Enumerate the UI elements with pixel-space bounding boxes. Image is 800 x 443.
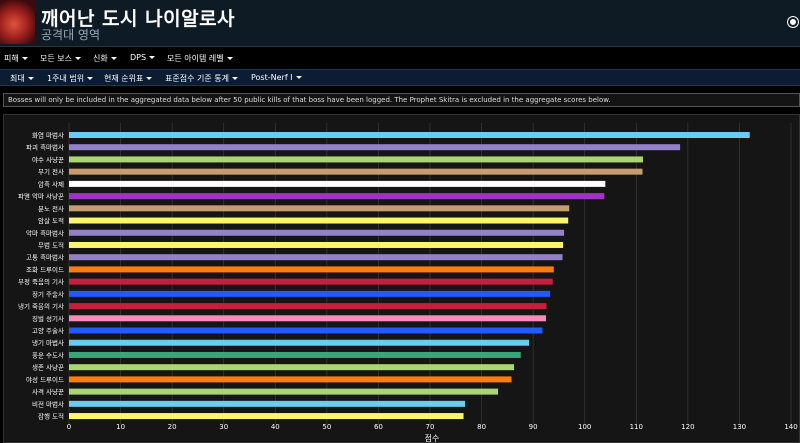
chevron-down-icon (226, 57, 233, 60)
x-tick-label: 30 (219, 423, 228, 431)
category-label: 암살 도적 (38, 216, 64, 225)
bar[interactable] (69, 413, 464, 420)
bar[interactable] (69, 327, 543, 334)
category-label: 악마 흑마법사 (26, 228, 64, 237)
x-tick-label: 90 (529, 423, 538, 431)
x-tick-label: 130 (733, 423, 746, 431)
bar[interactable] (69, 168, 643, 175)
bar[interactable] (69, 339, 530, 346)
category-label: 비전 마법사 (32, 399, 64, 408)
bar[interactable] (69, 278, 553, 285)
bar[interactable] (69, 180, 606, 187)
bar[interactable] (69, 266, 554, 273)
bar[interactable] (69, 400, 466, 407)
x-axis-label: 점수 (425, 433, 440, 443)
category-label: 부정 죽음의 기사 (18, 277, 64, 286)
category-label: 야성 드루이드 (26, 375, 64, 384)
x-tick-label: 70 (426, 423, 435, 431)
x-tick-labels: 0 10 20 30 40 50 60 70 80 90 100 110 120 130 140 (67, 423, 798, 431)
category-label: 조화 드루이드 (26, 265, 64, 274)
chevron-down-icon (295, 76, 302, 79)
x-tick-label: 80 (477, 423, 486, 431)
filter-bar: 최대 1주내 범위 현재 순위표 표준점수 기준 통계 Post-Nerf I (0, 69, 800, 86)
chevron-down-icon (146, 77, 153, 80)
category-label: 냉기 죽음의 기사 (18, 302, 64, 311)
category-label: 야수 사냥꾼 (32, 155, 64, 164)
settings-icon[interactable] (788, 17, 798, 27)
zone-header: 깨어난 도시 나이알로사 공격대 영역 (0, 0, 800, 47)
x-tick-label: 110 (630, 423, 643, 431)
category-label: 풍운 수도사 (32, 350, 64, 359)
x-tick-label: 20 (168, 423, 177, 431)
notice-banner: Bosses will only be included in the aggr… (3, 93, 800, 107)
x-tick-label: 120 (681, 423, 694, 431)
bar[interactable] (69, 290, 551, 297)
category-label: 징벌 성기사 (32, 314, 64, 323)
category-label: 화염 마법사 (32, 131, 64, 140)
bar[interactable] (69, 241, 564, 248)
bar[interactable] (69, 376, 512, 383)
zone-thumbnail (0, 0, 35, 44)
zone-title: 깨어난 도시 나이알로사 (41, 8, 236, 30)
category-label: 고통 흑마법사 (26, 253, 64, 262)
bar[interactable] (69, 254, 563, 261)
x-tick-label: 100 (578, 423, 591, 431)
filter-partition[interactable]: Post-Nerf I (251, 73, 302, 82)
menu-boss[interactable]: 모든 보스 (40, 53, 81, 64)
menu-difficulty[interactable]: 신화 (93, 53, 117, 64)
category-label: 사격 사냥꾼 (32, 387, 64, 396)
filter-leaderboard[interactable]: 현재 순위표 (104, 73, 153, 84)
x-tick-label: 140 (784, 423, 797, 431)
category-label: 정기 주술사 (32, 289, 64, 298)
bar[interactable] (69, 229, 565, 236)
category-label: 고양 주술사 (32, 326, 64, 335)
chevron-down-icon (74, 57, 81, 60)
category-label: 생존 사냥꾼 (32, 363, 64, 372)
category-label: 무기 전사 (38, 167, 64, 176)
bar[interactable] (69, 205, 570, 212)
menu-metric[interactable]: 피해 (4, 53, 28, 64)
x-tick-label: 60 (374, 423, 383, 431)
bar[interactable] (69, 144, 681, 151)
chevron-down-icon (27, 77, 34, 80)
chevron-down-icon (87, 77, 94, 80)
chevron-down-icon (149, 56, 156, 59)
menu-item-level[interactable]: 모든 아이템 레벨 (167, 53, 233, 64)
x-tick-label: 40 (271, 423, 280, 431)
x-tick-label: 50 (322, 423, 331, 431)
bar[interactable] (69, 388, 499, 395)
filter-stats[interactable]: 표준점수 기준 통계 (165, 73, 238, 84)
bar[interactable] (69, 303, 547, 310)
category-label: 분노 전사 (38, 204, 64, 213)
x-tick-label: 0 (67, 423, 71, 431)
category-label: 냉기 마법사 (32, 338, 64, 347)
category-label: 파괴 흑마법사 (26, 143, 64, 152)
chevron-down-icon (21, 57, 28, 60)
bar[interactable] (69, 364, 515, 371)
menu-role[interactable]: DPS (130, 53, 156, 62)
bars-group (69, 132, 750, 420)
bar[interactable] (69, 193, 605, 200)
category-label: 파멸 악마 사냥꾼 (18, 192, 64, 201)
filter-max[interactable]: 최대 (10, 73, 34, 84)
zone-subtitle: 공격대 영역 (41, 28, 101, 42)
bar[interactable] (69, 351, 521, 358)
chevron-down-icon (231, 77, 238, 80)
bar[interactable] (69, 156, 643, 163)
metric-menu-bar: 피해 모든 보스 신화 DPS 모든 아이템 레벨 (0, 50, 800, 68)
chevron-down-icon (110, 57, 117, 60)
bar[interactable] (69, 315, 547, 322)
filter-range[interactable]: 1주내 범위 (47, 73, 94, 84)
category-label: 암흑 사제 (38, 179, 64, 188)
x-tick-label: 10 (116, 423, 125, 431)
bar[interactable] (69, 132, 750, 138)
bar[interactable] (69, 217, 569, 224)
category-label: 무법 도적 (38, 240, 64, 249)
category-label: 잠행 도적 (38, 412, 64, 421)
